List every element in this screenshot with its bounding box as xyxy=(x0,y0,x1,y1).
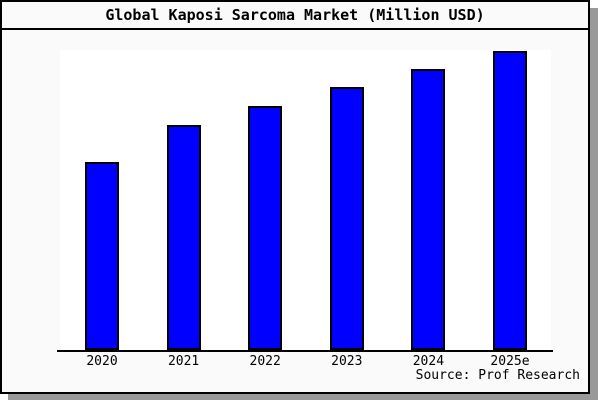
bar-2024 xyxy=(411,69,446,350)
bar-2025e xyxy=(493,51,527,350)
x-tick-label-2020: 2020 xyxy=(86,354,118,369)
bar-2020 xyxy=(85,162,119,350)
x-tick-label-2024: 2024 xyxy=(412,354,445,369)
x-tick-label-2023: 2023 xyxy=(331,354,363,369)
chart-frame: Global Kaposi Sarcoma Market (Million US… xyxy=(0,0,590,394)
plot-area xyxy=(60,50,551,350)
title-separator-line xyxy=(2,28,588,30)
x-tick-label-2022: 2022 xyxy=(249,354,281,369)
bar-2022 xyxy=(248,106,283,350)
bar-2021 xyxy=(166,125,201,350)
chart-title: Global Kaposi Sarcoma Market (Million US… xyxy=(105,6,485,24)
x-axis-line xyxy=(57,350,553,352)
x-tick-label-2021: 2021 xyxy=(167,354,200,369)
source-credit: Source: Prof Research xyxy=(415,368,580,383)
bar-2023 xyxy=(329,87,364,350)
x-tick-label-2025e: 2025e xyxy=(490,354,530,369)
